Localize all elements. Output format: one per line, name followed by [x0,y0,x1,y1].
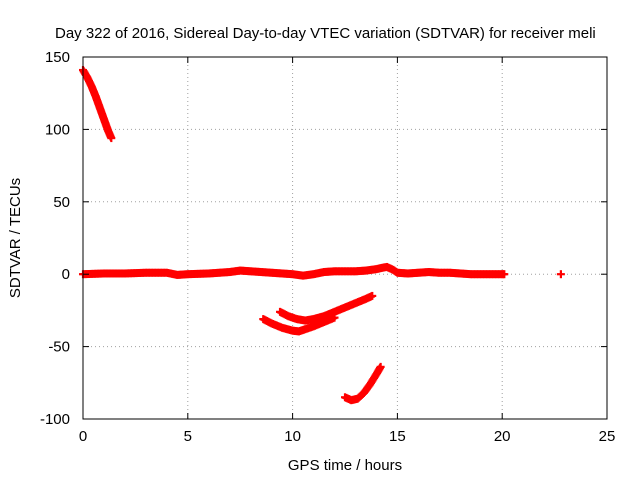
x-axis-label: GPS time / hours [288,457,402,474]
tick-labels: 0 5 10 15 20 25 -100 -50 0 50 100 150 [40,49,615,445]
x-tick-label: 10 [284,428,301,445]
data-point [556,270,565,279]
data-point [107,134,116,143]
data-point [368,291,377,300]
y-axis-label: SDTVAR / TECUs [7,178,24,298]
y-tick-label: 50 [53,194,70,211]
y-tick-label: 0 [62,266,70,283]
tick-marks [82,56,608,420]
series-arc-dip-b [276,291,377,325]
y-tick-label: -100 [40,411,70,428]
x-tick-label: 0 [79,428,87,445]
grid-lines [83,57,607,419]
series-arc-dip-a [259,313,339,336]
x-tick-label: 5 [184,428,192,445]
series-arc-deep [341,362,385,405]
x-tick-label: 25 [599,428,616,445]
chart-title: Day 322 of 2016, Sidereal Day-to-day VTE… [55,25,596,42]
plot-frame [82,56,608,420]
series-arc-lone-point [556,270,565,279]
y-tick-label: 150 [45,49,70,66]
y-tick-label: -50 [48,339,70,356]
data-point [376,362,385,371]
x-tick-label: 15 [389,428,406,445]
y-tick-label: 100 [45,121,70,138]
data-markers [79,66,565,405]
series-arc-near-zero [79,262,509,280]
data-point [500,270,509,279]
x-tick-label: 20 [494,428,511,445]
series-arc-early-decline [79,66,116,143]
